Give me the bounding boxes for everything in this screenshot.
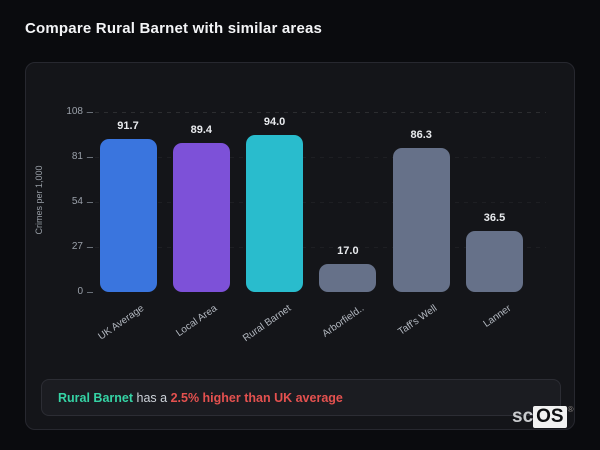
bar [466,231,523,292]
summary-note: Rural Barnet has a 2.5% higher than UK a… [41,379,561,416]
page-title: Compare Rural Barnet with similar areas [25,20,323,37]
y-tick-mark [87,292,93,293]
comparison-chart-card: Crimes per 1,000 0 27 54 81 108 91.7 UK Averag… [25,62,575,430]
gridline [86,112,546,113]
bar-value-label: 36.5 [483,212,506,225]
bar-value-label: 91.7 [117,120,139,133]
y-tick-label: 0 [77,286,83,297]
y-tick-label: 81 [71,151,83,162]
bar [99,139,157,292]
y-tick-mark [87,202,93,203]
logo-prefix: sc [512,406,534,427]
y-tick-mark [87,157,93,158]
bar-value-label: 17.0 [337,244,359,257]
registered-mark: ® [567,405,574,414]
summary-note-segment: has a [133,390,171,405]
summary-note-segment: 2.5% higher than UK average [170,390,343,405]
y-tick-label: 108 [66,106,83,117]
bar-value-label: 89.4 [190,124,212,136]
bar-value-label: 94.0 [263,116,286,129]
logo-suffix: OS [533,406,567,428]
summary-note-segment: Rural Barnet [58,390,134,405]
y-tick-label: 54 [71,196,83,207]
bar [246,135,304,292]
y-tick-mark [87,112,93,113]
bar [172,143,230,292]
bar [392,148,450,292]
bar-chart: Crimes per 1,000 0 27 54 81 108 91.7 UK Averag… [26,63,576,363]
gridline [86,202,546,203]
gridline [86,247,546,248]
y-tick-mark [87,247,93,248]
bar [319,263,377,292]
y-tick-label: 27 [71,241,83,252]
scos-logo[interactable]: sc OS ® [512,406,574,428]
gridline [86,157,546,158]
bar-value-label: 86.3 [410,129,432,142]
